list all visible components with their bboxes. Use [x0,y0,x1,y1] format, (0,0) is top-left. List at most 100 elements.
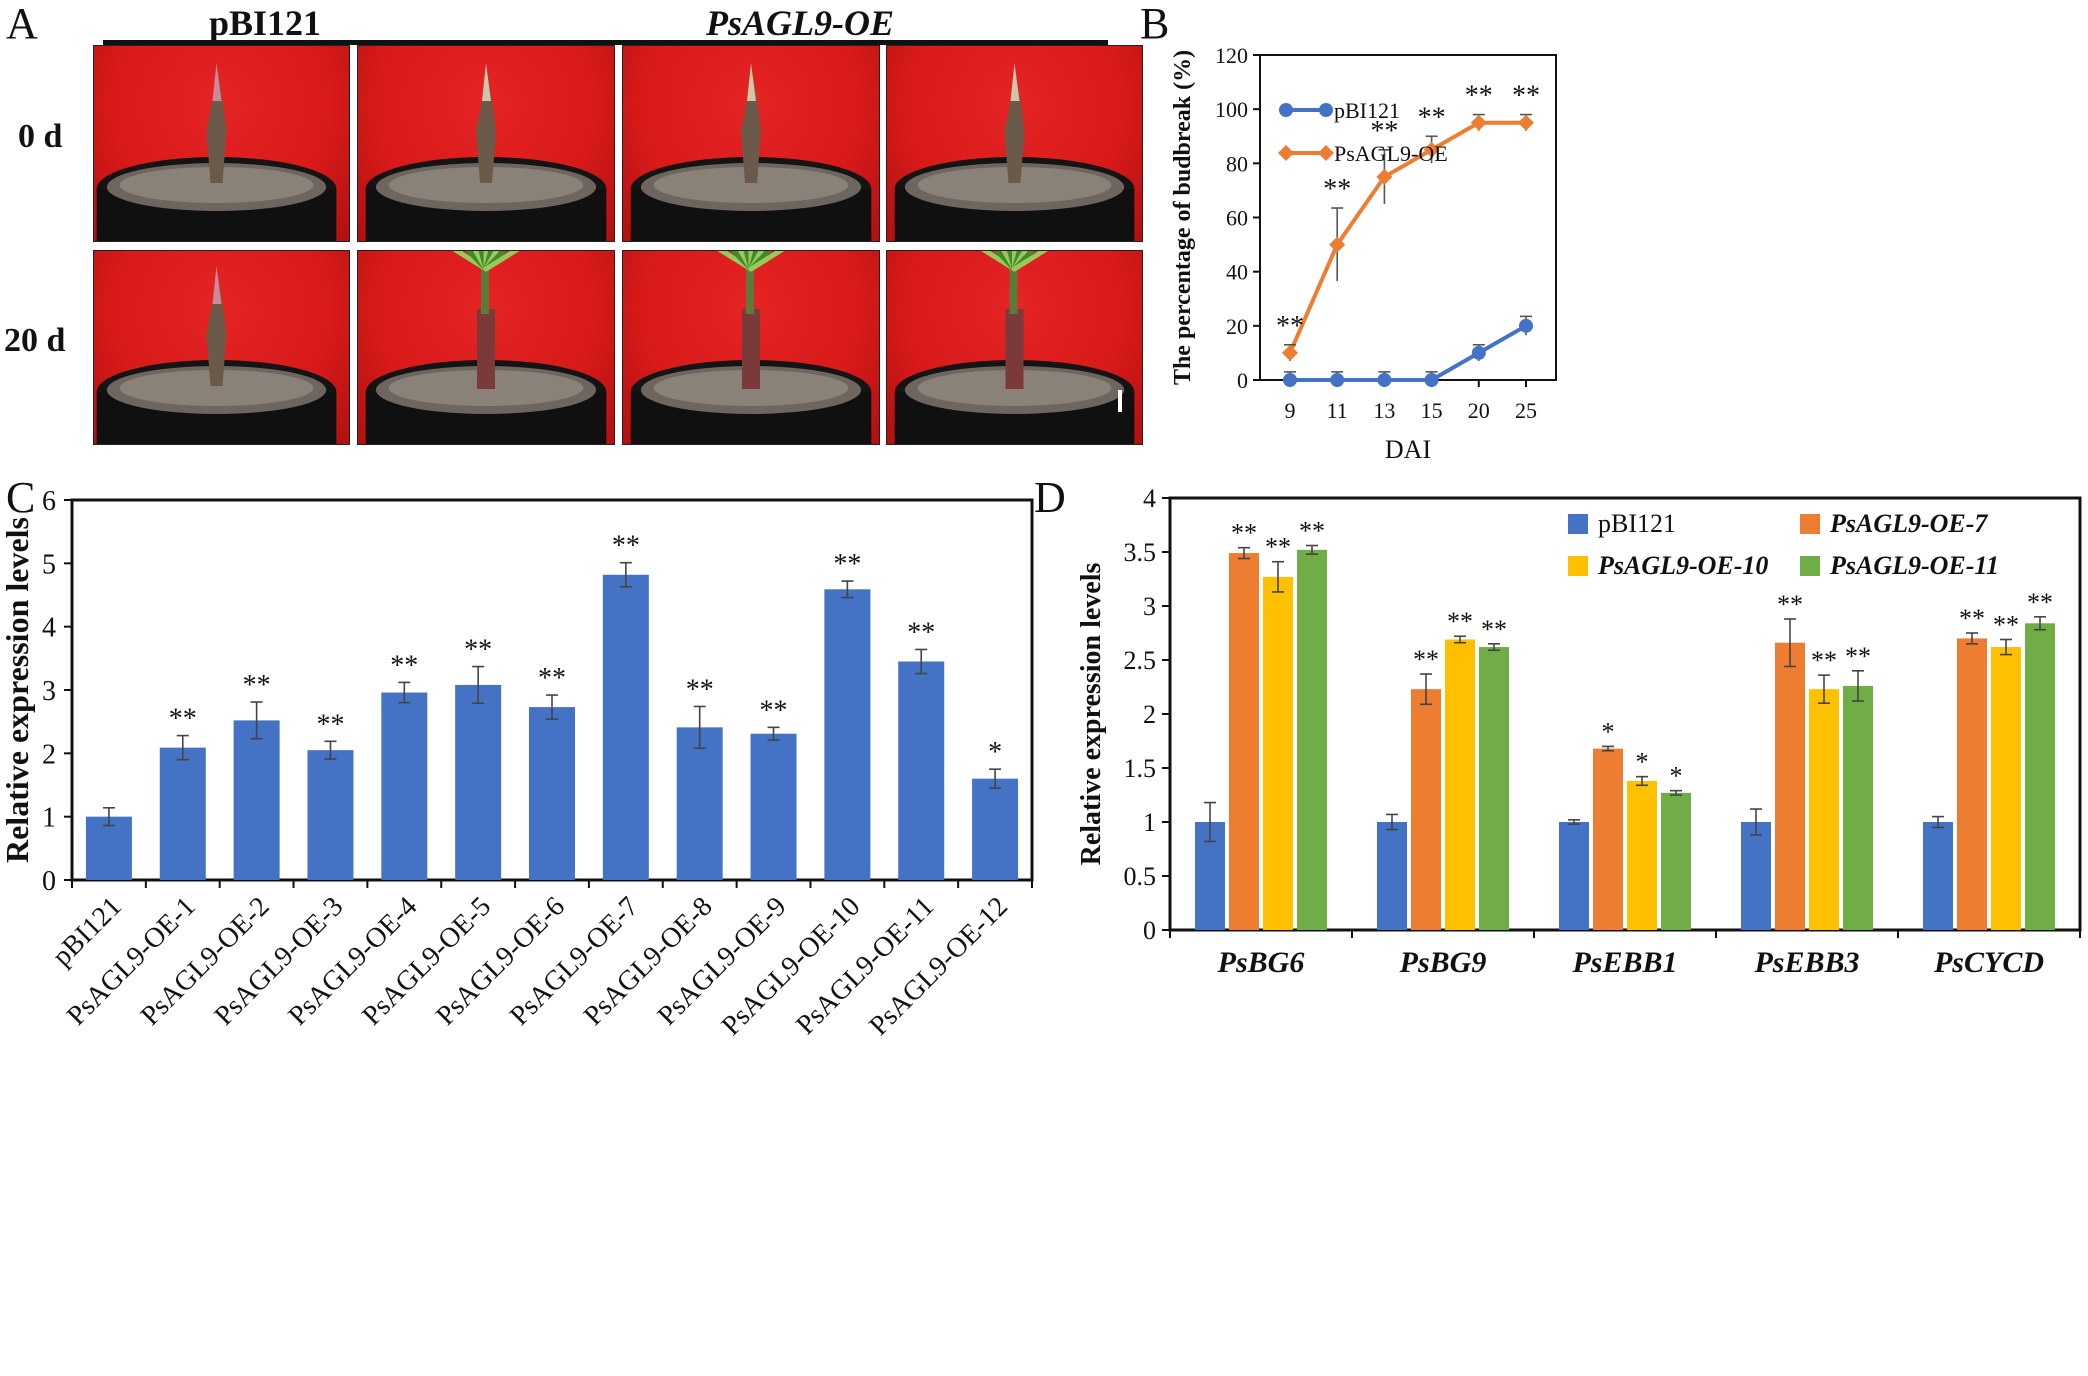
significance-label: * [988,737,1002,768]
significance-label: ** [1370,116,1398,147]
shoot-stem [1005,309,1024,389]
data-point [1470,114,1487,131]
leaf [1001,251,1017,272]
y-tick-label: 0 [1143,916,1156,945]
y-tick-label: 1.5 [1124,754,1157,783]
soil-light [388,167,584,203]
significance-label: ** [390,650,418,681]
legend-label: PsAGL9-OE [1334,141,1448,166]
expression-bar-chart-d: 0 0.5 1 1.5 2 2.5 3 3.5 4 Relative expression lev… [1076,484,2082,979]
y-tick-label: 60 [1226,206,1248,231]
y-tick-label: 2 [42,739,56,770]
legend-swatch [1800,514,1820,534]
x-tick-label: PsAGL9-OE-7 [504,891,645,1032]
significance-label: ** [686,674,714,705]
shoot-upper [746,264,754,314]
significance-label: ** [169,704,197,735]
y-tick-label: 3 [42,676,56,707]
y-tick-label: 0 [42,866,56,897]
panel-letter-b: B [1140,0,1170,48]
y-tick-label: 4 [42,613,56,644]
plant-photo-day20-oe3 [886,250,1143,445]
bar [676,727,723,880]
significance-label: ** [907,617,935,648]
significance-label: ** [316,709,344,740]
bar [1411,689,1441,930]
bar [1991,647,2021,930]
x-tick-label: PsCYCD [1933,946,2044,979]
series-line [1290,324,1527,382]
y-tick-label: 5 [42,549,56,580]
group-label-overexpression: PsAGL9-OE [706,3,894,43]
shoot-upper [1009,264,1018,314]
significance-label: ** [612,531,640,562]
group-label-control: pBI121 [208,3,322,43]
bar [529,707,575,880]
plant-illustration [630,251,872,444]
legend-swatch [1800,556,1820,576]
leaf [483,251,500,272]
y-tick-label: 1 [1143,808,1156,837]
x-tick-label: 20 [1468,398,1490,423]
bar [159,747,206,880]
significance-label: ** [1276,311,1304,342]
leaf [1007,251,1017,272]
legend-marker [1319,103,1333,117]
data-point [1377,373,1392,387]
leaf [465,251,489,272]
x-tick-label: 9 [1285,398,1296,423]
bud-tip [482,63,491,101]
plant-photo-day0-oe3 [886,45,1143,242]
bar [750,733,797,880]
significance-label: ** [1413,645,1439,674]
bud-stem [741,66,761,183]
panel-letter-c: C [6,473,36,522]
budbreak-line-chart: 0 20 40 60 80 100 120 9 11 13 15 20 25 DAI The percent… [1170,43,1557,464]
leaf [1012,251,1028,272]
bar [1843,685,1873,930]
legend-label: pBI121 [1334,98,1400,123]
significance-label: ** [1447,607,1473,636]
bar [1593,748,1623,930]
plant-photo-day20-oe2 [622,250,880,445]
y-tick-label: 0 [1237,368,1248,393]
bud-stem [206,66,227,183]
y-tick-label: 100 [1215,97,1248,122]
significance-label: ** [1299,517,1325,546]
significance-label: ** [1323,174,1351,205]
y-axis-label: Relative expression levels [0,517,35,863]
plant-illustration [96,266,337,444]
bud-stem [1004,66,1025,183]
data-point [1424,373,1439,387]
plant-illustration [894,251,1135,444]
significance-label: ** [1811,646,1837,675]
legend-label: PsAGL9-OE-7 [1829,509,1988,538]
significance-label: ** [833,549,861,580]
x-tick-label: PsAGL9-OE-4 [283,891,424,1032]
significance-label: ** [1418,102,1446,133]
shoot-stem [742,309,760,389]
data-point [1283,373,1297,387]
bar [824,589,871,880]
leaf [748,251,785,272]
bar [602,574,649,880]
leaf [483,251,494,272]
data-point [1330,373,1345,387]
leaf [1012,251,1022,272]
data-point [1423,141,1440,158]
legend-marker [1318,145,1334,161]
significance-label: * [1670,762,1683,791]
plant-photo-day0-oe1 [357,45,615,242]
bar [381,692,428,880]
bar [1741,822,1771,930]
significance-label: * [1636,748,1649,777]
bar [1445,639,1475,930]
bar [1809,689,1839,930]
y-tick-label: 80 [1226,151,1248,176]
plant-illustration [630,63,872,241]
leaf [483,251,520,272]
legend-label: PsAGL9-OE-11 [1829,551,1999,580]
row-label-day0: 0 d [18,118,63,155]
significance-label: * [1602,717,1615,746]
scale-bar [1118,390,1122,412]
